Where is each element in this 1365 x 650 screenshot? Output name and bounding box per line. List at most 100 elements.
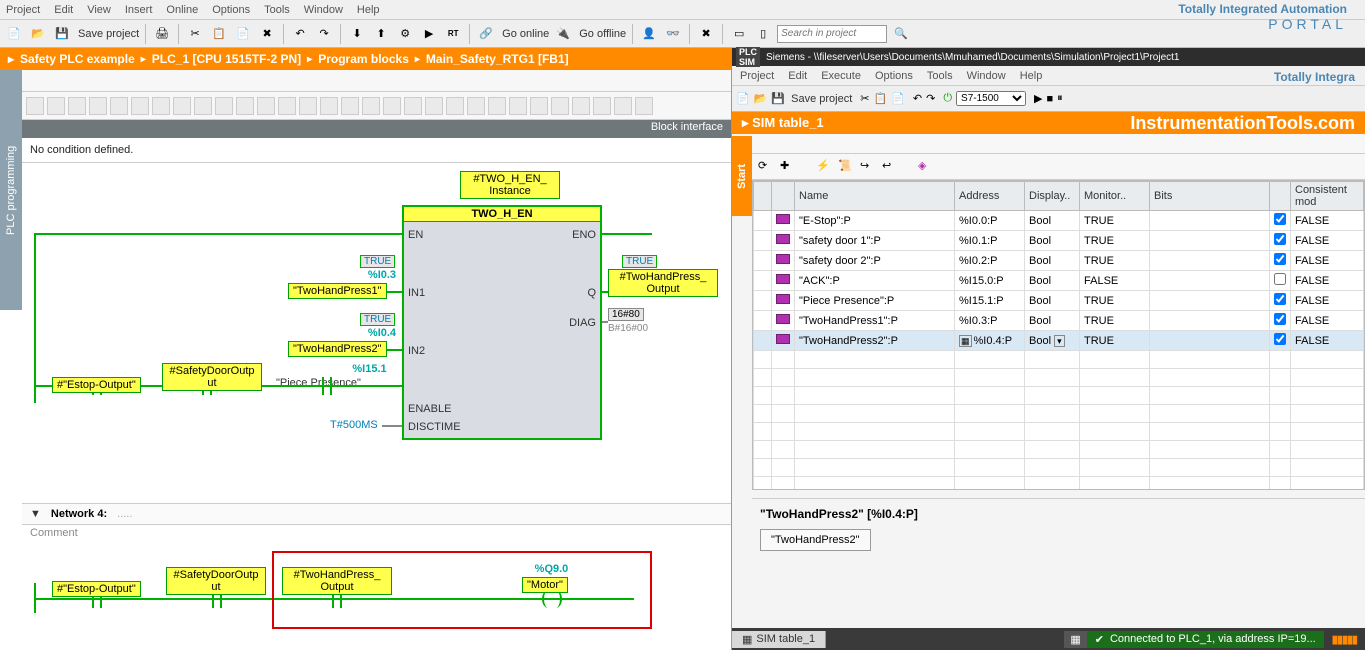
tb-icon[interactable] — [341, 97, 359, 115]
window1-icon[interactable]: ▭ — [729, 24, 749, 44]
compile-icon[interactable]: ⚙ — [395, 24, 415, 44]
save-icon[interactable]: 💾 — [771, 92, 785, 105]
tb-icon[interactable] — [383, 97, 401, 115]
cell-name[interactable]: "safety door 1":P — [795, 231, 955, 251]
consistent-checkbox[interactable] — [1274, 213, 1286, 225]
block-interface-bar[interactable]: Block interface — [22, 120, 731, 138]
cell-name[interactable]: "safety door 2":P — [795, 251, 955, 271]
tag-enable[interactable]: "Piece Presence" — [276, 377, 361, 389]
breadcrumb-item[interactable]: Program blocks — [318, 52, 409, 66]
device-select[interactable]: S7-1500 — [956, 91, 1026, 106]
pause-icon[interactable]: ⏸ — [1057, 92, 1063, 105]
tb-icon[interactable] — [488, 97, 506, 115]
cell-format[interactable]: Bool — [1025, 251, 1080, 271]
delete-icon[interactable]: ✖ — [257, 24, 277, 44]
col-monitor[interactable]: Monitor.. — [1080, 182, 1150, 211]
menu-project[interactable]: Project — [6, 4, 40, 16]
menu-view[interactable]: View — [87, 4, 111, 16]
tb-icon[interactable] — [68, 97, 86, 115]
tb-icon[interactable] — [236, 97, 254, 115]
cell-format[interactable]: Bool — [1025, 231, 1080, 251]
tb-icon[interactable] — [131, 97, 149, 115]
menu-tools[interactable]: Tools — [264, 4, 290, 16]
cell-address[interactable]: %I0.0:P — [955, 211, 1025, 231]
cell-format[interactable]: Bool — [1025, 271, 1080, 291]
consistent-checkbox[interactable] — [1274, 333, 1286, 345]
tag-safetydoor[interactable]: #SafetyDoorOutp ut — [166, 567, 266, 595]
tb-icon[interactable] — [614, 97, 632, 115]
cell-bits[interactable] — [1150, 271, 1270, 291]
cut-icon[interactable]: ✂ — [185, 24, 205, 44]
tb-icon[interactable] — [299, 97, 317, 115]
cell-name[interactable]: "TwoHandPress2":P — [795, 331, 955, 351]
table-row[interactable]: "TwoHandPress2":P▦%I0.4:PBool ▾TRUEFALSE — [754, 331, 1364, 351]
cell-address[interactable]: %I0.1:P — [955, 231, 1025, 251]
tb-icon[interactable] — [446, 97, 464, 115]
tb-icon[interactable] — [320, 97, 338, 115]
go-offline-label[interactable]: Go offline — [579, 28, 626, 40]
tb-icon[interactable] — [530, 97, 548, 115]
tb-icon[interactable] — [173, 97, 191, 115]
table-row-empty[interactable] — [754, 405, 1364, 423]
col-bits[interactable]: Bits — [1150, 182, 1270, 211]
copy-icon[interactable]: 📋 — [873, 92, 887, 105]
consistent-checkbox[interactable] — [1274, 293, 1286, 305]
table-row-empty[interactable] — [754, 477, 1364, 491]
sidebar-tab-start[interactable]: Start — [732, 136, 752, 216]
menu-edit[interactable]: Edit — [54, 4, 73, 16]
cut-icon[interactable]: ✂ — [860, 92, 869, 105]
cell-format[interactable]: Bool — [1025, 211, 1080, 231]
cell-address[interactable]: %I15.0:P — [955, 271, 1025, 291]
tb-icon[interactable] — [362, 97, 380, 115]
tb-icon[interactable] — [551, 97, 569, 115]
menu-tools[interactable]: Tools — [927, 70, 953, 82]
tb-icon[interactable] — [89, 97, 107, 115]
stop-icon[interactable]: ■ — [1047, 93, 1054, 105]
flash2-icon[interactable]: 📜 — [838, 159, 854, 175]
table-row-empty[interactable] — [754, 459, 1364, 477]
table-row-empty[interactable] — [754, 423, 1364, 441]
flash-icon[interactable]: ⚡ — [816, 159, 832, 175]
download-icon[interactable]: ⬇ — [347, 24, 367, 44]
tag-icon[interactable]: ◈ — [918, 159, 934, 175]
copy-icon[interactable]: 📋 — [209, 24, 229, 44]
menu-edit[interactable]: Edit — [788, 70, 807, 82]
print-icon[interactable]: 🖨 — [152, 24, 172, 44]
cell-bits[interactable] — [1150, 331, 1270, 351]
cell-address[interactable]: %I15.1:P — [955, 291, 1025, 311]
table-row-empty[interactable] — [754, 441, 1364, 459]
collapse-icon[interactable]: ▼ — [30, 508, 41, 520]
ladder-canvas[interactable]: #TWO_H_EN_ Instance TWO_H_EN EN ENO IN1 … — [22, 163, 731, 503]
menu-options[interactable]: Options — [212, 4, 250, 16]
cell-address[interactable]: ▦%I0.4:P — [955, 331, 1025, 351]
cell-name[interactable]: "Piece Presence":P — [795, 291, 955, 311]
tb-icon[interactable] — [152, 97, 170, 115]
consistent-checkbox[interactable] — [1274, 273, 1286, 285]
table-row[interactable]: "Piece Presence":P%I15.1:PBoolTRUEFALSE — [754, 291, 1364, 311]
tag-q-output[interactable]: #TwoHandPress_ Output — [608, 269, 718, 297]
breadcrumb-item[interactable]: Main_Safety_RTG1 [FB1] — [426, 52, 569, 66]
col-display[interactable]: Display.. — [1025, 182, 1080, 211]
tag-in1[interactable]: "TwoHandPress1" — [288, 283, 387, 299]
paste-icon[interactable]: 📄 — [891, 92, 905, 105]
cell-address[interactable]: %I0.3:P — [955, 311, 1025, 331]
tb-icon[interactable] — [404, 97, 422, 115]
cell-bits[interactable] — [1150, 231, 1270, 251]
tb-icon[interactable] — [110, 97, 128, 115]
status-tab[interactable]: ▦ SIM table_1 — [732, 631, 826, 648]
col-consistent[interactable]: Consistent mod — [1291, 182, 1364, 211]
tag-safetydoor[interactable]: #SafetyDoorOutp ut — [162, 363, 262, 391]
col-address[interactable]: Address — [955, 182, 1025, 211]
go-online-icon[interactable]: 🔗 — [476, 24, 496, 44]
breadcrumb-item[interactable]: Safety PLC example — [20, 52, 135, 66]
cell-format[interactable]: Bool ▾ — [1025, 331, 1080, 351]
add-icon[interactable]: ✚ — [780, 159, 796, 175]
import-icon[interactable]: ↩ — [882, 159, 898, 175]
power-icon[interactable]: ⏻ — [943, 92, 952, 105]
redo-icon[interactable]: ↷ — [926, 92, 935, 105]
menu-options[interactable]: Options — [875, 70, 913, 82]
cell-name[interactable]: "TwoHandPress1":P — [795, 311, 955, 331]
new-icon[interactable]: 📄 — [736, 92, 750, 105]
contact[interactable] — [322, 377, 332, 395]
menu-execute[interactable]: Execute — [821, 70, 861, 82]
